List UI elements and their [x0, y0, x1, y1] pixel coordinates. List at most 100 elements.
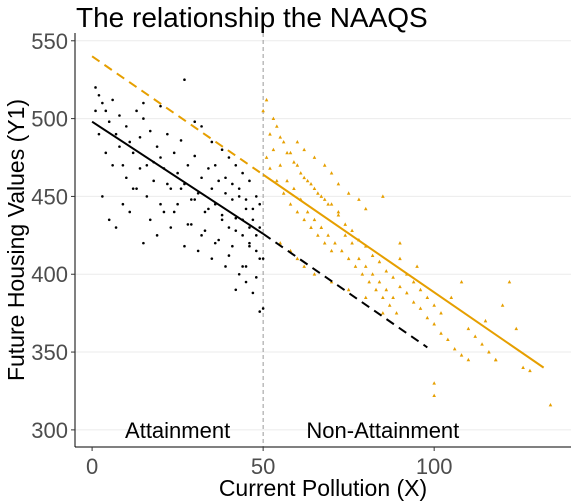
point-non-attainment-16 [316, 191, 320, 195]
point-attainment-31 [200, 176, 203, 180]
point-attainment-12 [135, 109, 138, 113]
point-non-attainment-23 [340, 248, 344, 253]
tick-layer: 300 350 400 450 500 550 0 50 100 [31, 29, 452, 479]
x-tick-label-100: 100 [416, 454, 453, 479]
point-non-attainment-117 [439, 311, 443, 315]
point-non-attainment-35 [381, 295, 385, 299]
point-non-attainment-95 [295, 139, 300, 144]
point-non-attainment-122 [493, 357, 498, 362]
point-non-attainment-118 [449, 295, 454, 299]
point-attainment-33 [207, 167, 210, 170]
point-attainment-74 [258, 257, 262, 260]
point-non-attainment-58 [521, 365, 525, 370]
point-attainment-9 [125, 125, 128, 128]
point-non-attainment-38 [391, 275, 395, 279]
point-attainment-48 [258, 226, 262, 229]
point-attainment-76 [107, 218, 111, 222]
point-attainment-28 [190, 198, 193, 201]
point-attainment-86 [176, 202, 179, 206]
point-non-attainment-37 [387, 303, 392, 307]
point-non-attainment-4 [275, 124, 279, 128]
point-attainment-67 [213, 241, 217, 245]
point-non-attainment-86 [377, 280, 382, 284]
point-non-attainment-61 [268, 166, 272, 170]
point-non-attainment-73 [309, 225, 313, 229]
point-non-attainment-32 [370, 253, 375, 257]
y-tick-label-350: 350 [31, 340, 68, 365]
point-non-attainment-19 [326, 233, 330, 237]
point-non-attainment-6 [281, 139, 286, 144]
y-tick-label-300: 300 [31, 418, 68, 443]
point-non-attainment-111 [312, 272, 317, 276]
point-non-attainment-72 [305, 178, 310, 183]
point-non-attainment-13 [305, 209, 310, 214]
point-attainment-4 [107, 120, 111, 124]
point-attainment-96 [244, 280, 248, 284]
point-non-attainment-2 [268, 132, 272, 136]
point-attainment-81 [142, 241, 145, 245]
point-attainment-10 [128, 140, 132, 144]
point-attainment-99 [261, 307, 265, 310]
chart-title: The relationship the NAAQS [76, 2, 428, 33]
y-tick-label-500: 500 [31, 107, 68, 132]
point-non-attainment-44 [425, 315, 430, 320]
point-non-attainment-60 [264, 155, 269, 159]
point-non-attainment-100 [336, 181, 341, 186]
point-non-attainment-17 [319, 225, 324, 229]
point-attainment-49 [261, 257, 265, 260]
point-attainment-122 [254, 234, 258, 237]
point-attainment-19 [159, 156, 162, 159]
point-attainment-113 [258, 202, 262, 206]
point-non-attainment-55 [500, 303, 505, 307]
point-attainment-6 [114, 132, 118, 136]
point-non-attainment-5 [278, 163, 283, 167]
point-non-attainment-99 [329, 171, 334, 175]
point-non-attainment-64 [278, 135, 283, 139]
point-non-attainment-103 [363, 206, 368, 211]
point-attainment-72 [248, 244, 251, 248]
point-attainment-36 [217, 179, 220, 183]
point-non-attainment-9 [292, 186, 296, 191]
point-attainment-94 [231, 244, 234, 248]
fit-line-non-attainment-solid [262, 173, 545, 369]
point-attainment-59 [159, 202, 162, 206]
point-attainment-24 [176, 171, 179, 175]
point-non-attainment-49 [459, 353, 464, 357]
point-attainment-50 [97, 132, 101, 136]
point-attainment-27 [186, 163, 190, 167]
grid-layer [75, 40, 571, 431]
point-non-attainment-69 [295, 209, 300, 214]
point-non-attainment-123 [432, 393, 436, 398]
point-non-attainment-36 [384, 269, 389, 273]
point-attainment-23 [172, 151, 176, 155]
point-attainment-114 [213, 163, 217, 167]
point-non-attainment-110 [302, 264, 306, 268]
point-attainment-62 [179, 187, 183, 190]
point-attainment-56 [138, 167, 142, 170]
point-non-attainment-67 [288, 202, 293, 206]
point-attainment-119 [251, 207, 255, 211]
point-non-attainment-88 [391, 295, 395, 299]
point-non-attainment-121 [483, 318, 488, 323]
point-attainment-54 [125, 176, 128, 180]
fit-line-non-attainment-dashed [91, 55, 264, 176]
point-non-attainment-47 [446, 337, 450, 342]
point-non-attainment-71 [302, 217, 306, 222]
point-non-attainment-115 [381, 311, 385, 315]
point-non-attainment-89 [398, 256, 402, 261]
point-attainment-83 [155, 234, 159, 237]
points-layer [94, 78, 553, 407]
point-attainment-112 [254, 195, 258, 198]
point-non-attainment-98 [322, 163, 327, 167]
point-attainment-15 [145, 163, 149, 167]
point-non-attainment-81 [343, 233, 348, 237]
point-attainment-8 [121, 163, 125, 167]
point-attainment-89 [196, 249, 200, 253]
point-attainment-105 [200, 125, 203, 128]
point-non-attainment-29 [360, 272, 365, 276]
point-attainment-17 [152, 179, 155, 183]
point-attainment-61 [172, 210, 176, 214]
point-attainment-38 [224, 192, 227, 195]
point-non-attainment-97 [312, 155, 317, 159]
